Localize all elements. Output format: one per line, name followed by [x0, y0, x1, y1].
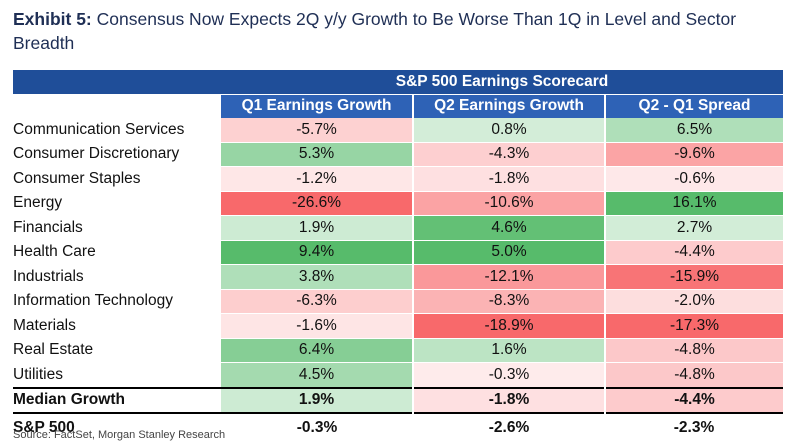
q2-cell: 5.0% — [413, 240, 606, 265]
sector-label: Financials — [13, 218, 83, 236]
median-q1-cell: 1.9% — [221, 386, 414, 413]
spread-cell: 2.7% — [605, 215, 784, 241]
spread-cell: -4.4% — [605, 240, 784, 265]
table-title: S&P 500 Earnings Scorecard — [221, 70, 784, 95]
table-row: Materials -1.6% -18.9% -17.3% — [13, 313, 784, 339]
spread-cell: 16.1% — [605, 191, 784, 216]
q1-cell: 5.3% — [221, 142, 414, 167]
spread-cell: 6.5% — [605, 118, 784, 143]
table-row: Health Care 9.4% 5.0% -4.4% — [13, 240, 784, 265]
median-q2-cell: -1.8% — [413, 386, 606, 413]
spread-cell: -4.8% — [605, 338, 784, 363]
sector-label: Communication Services — [13, 121, 185, 138]
spread-cell: -4.8% — [605, 362, 784, 388]
table-row: Consumer Staples -1.2% -1.8% -0.6% — [13, 166, 784, 192]
spread-cell: -17.3% — [605, 313, 784, 339]
sector-label: Information Technology — [13, 292, 173, 310]
q2-cell: 4.6% — [413, 215, 606, 241]
q1-cell: 6.4% — [221, 338, 414, 363]
q1-cell: -26.6% — [221, 191, 414, 216]
table-row: Communication Services -5.7% 0.8% 6.5% — [13, 118, 784, 143]
table-row: Financials 1.9% 4.6% 2.7% — [13, 215, 784, 241]
sector-label: Industrials — [13, 267, 84, 285]
exhibit-title: Consensus Now Expects 2Q y/y Growth to B… — [13, 9, 737, 53]
column-header-q2: Q2 Earnings Growth — [413, 94, 606, 118]
sector-label: Utilities — [13, 365, 63, 383]
q2-cell: -10.6% — [413, 191, 606, 216]
sp500-row: S&P 500 -0.3% -2.6% -2.3% — [13, 412, 784, 443]
q2-cell: -18.9% — [413, 313, 606, 339]
sp500-spread-cell: -2.3% — [605, 412, 784, 443]
q1-cell: -1.2% — [221, 166, 414, 192]
sp500-label: S&P 500 — [13, 412, 221, 443]
sector-label: Real Estate — [13, 341, 94, 359]
q2-cell: -8.3% — [413, 289, 606, 314]
table-row: Consumer Discretionary 5.3% -4.3% -9.6% — [13, 142, 784, 167]
exhibit-label: Exhibit 5: — [13, 9, 92, 29]
column-header-spread: Q2 - Q1 Spread — [605, 94, 784, 118]
q2-cell: -1.8% — [413, 166, 606, 192]
sector-label: Energy — [13, 194, 63, 212]
q2-cell: -4.3% — [413, 142, 606, 167]
q1-cell: 3.8% — [221, 264, 414, 290]
q2-cell: 0.8% — [413, 118, 606, 143]
spread-cell: -15.9% — [605, 264, 784, 290]
sp500-q2-cell: -2.6% — [413, 412, 605, 443]
sector-label: Consumer Staples — [13, 169, 141, 187]
median-row: Median Growth 1.9% -1.8% -4.4% — [13, 386, 784, 413]
q2-cell: -0.3% — [413, 362, 606, 388]
q1-cell: -6.3% — [221, 289, 414, 314]
spread-cell: -2.0% — [605, 289, 784, 314]
table-row: Information Technology -6.3% -8.3% -2.0% — [13, 289, 784, 314]
source-note: Source: FactSet, Morgan Stanley Research — [13, 429, 226, 441]
q1-cell: -1.6% — [221, 313, 414, 339]
table-row: Industrials 3.8% -12.1% -15.9% — [13, 264, 784, 290]
sector-label: Health Care — [13, 243, 96, 261]
q1-cell: 4.5% — [221, 362, 414, 388]
earnings-scorecard-table: S&P 500 Earnings Scorecard Q1 Earnings G… — [13, 70, 784, 443]
column-header-q1: Q1 Earnings Growth — [221, 94, 414, 118]
median-label: Median Growth — [13, 386, 221, 413]
table-row: Real Estate 6.4% 1.6% -4.8% — [13, 338, 784, 363]
sector-label: Consumer Discretionary — [13, 145, 180, 163]
exhibit-heading: Exhibit 5: Consensus Now Expects 2Q y/y … — [13, 7, 783, 55]
sector-label: Materials — [13, 316, 76, 334]
q1-cell: -5.7% — [221, 118, 414, 143]
q2-cell: -12.1% — [413, 264, 606, 290]
spread-cell: -9.6% — [605, 142, 784, 167]
q1-cell: 9.4% — [221, 240, 414, 265]
median-spread-cell: -4.4% — [605, 386, 784, 413]
q1-cell: 1.9% — [221, 215, 414, 241]
table-row: Utilities 4.5% -0.3% -4.8% — [13, 362, 784, 388]
q2-cell: 1.6% — [413, 338, 606, 363]
table-row: Energy -26.6% -10.6% 16.1% — [13, 191, 784, 216]
spread-cell: -0.6% — [605, 166, 784, 192]
sp500-q1-cell: -0.3% — [221, 412, 413, 443]
